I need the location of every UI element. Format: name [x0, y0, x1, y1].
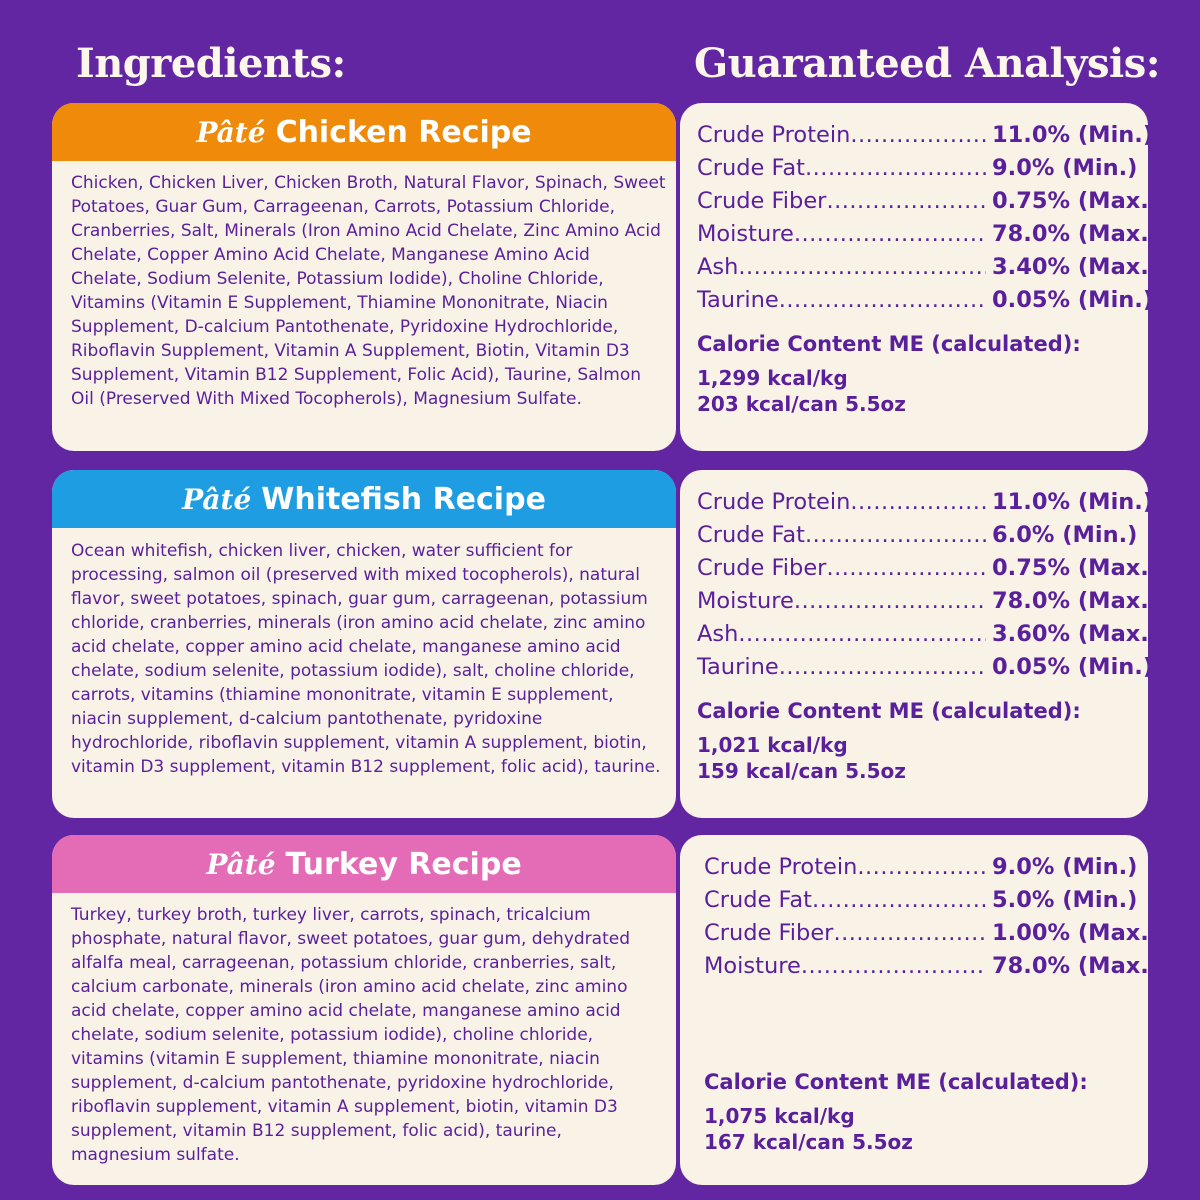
analysis-row: Crude Fiber.............................… — [697, 552, 1148, 585]
leader-dots: ........................................… — [800, 953, 986, 979]
leader-dots: ........................................… — [738, 254, 986, 280]
ingredients-heading: Ingredients: — [76, 40, 346, 87]
analysis-row: Taurine.................................… — [697, 651, 1148, 684]
kcal-per-can: 159 kcal/can 5.5oz — [697, 759, 906, 783]
recipe-title: Chicken Recipe — [275, 114, 532, 150]
leader-dots: ........................................… — [826, 555, 986, 581]
nutrient-name: Crude Protein — [697, 489, 851, 515]
nutrient-name: Crude Fiber — [704, 920, 834, 946]
kcal-per-can: 167 kcal/can 5.5oz — [704, 1130, 913, 1154]
turkey-recipe-banner: Pâté Turkey Recipe — [52, 835, 676, 893]
turkey-analysis-card: Crude Protein...........................… — [680, 835, 1148, 1185]
ingredients-list: Chicken, Chicken Liver, Chicken Broth, N… — [71, 173, 666, 409]
nutrient-value: 0.75% (Max.) — [992, 555, 1148, 581]
nutrient-value: 11.0% (Min.) — [992, 489, 1148, 515]
analysis-row: Crude Fiber.............................… — [704, 917, 1148, 950]
leader-dots: ........................................… — [857, 854, 986, 880]
analysis-row: Moisture................................… — [697, 585, 1148, 618]
calorie-values: 1,021 kcal/kg 159 kcal/can 5.5oz — [697, 732, 1148, 784]
nutrient-value: 11.0% (Min.) — [992, 122, 1148, 148]
analysis-row: Taurine.................................… — [697, 284, 1148, 317]
analysis-block: Crude Protein...........................… — [680, 835, 1148, 1155]
nutrient-value: 3.40% (Max.) — [992, 254, 1148, 280]
whitefish-ingredients-card: Pâté Whitefish Recipe Ocean whitefish, c… — [52, 470, 676, 818]
ingredients-list: Ocean whitefish, chicken liver, chicken,… — [71, 541, 661, 777]
analysis-row: Crude Fat...............................… — [704, 884, 1148, 917]
analysis-row: Crude Protein...........................… — [697, 486, 1148, 519]
nutrient-name: Moisture — [704, 953, 801, 979]
nutrient-value: 5.0% (Min.) — [992, 887, 1138, 913]
nutrient-value: 0.05% (Min.) — [992, 654, 1148, 680]
nutrient-value: 9.0% (Min.) — [992, 854, 1138, 880]
recipe-title: Turkey Recipe — [285, 846, 522, 882]
analysis-row: Crude Fiber.............................… — [697, 185, 1148, 218]
nutrient-name: Taurine — [697, 287, 779, 313]
nutrient-name: Ash — [697, 254, 739, 280]
analysis-row: Crude Fat...............................… — [697, 152, 1148, 185]
nutrient-name: Ash — [697, 621, 739, 647]
ingredients-list: Turkey, turkey broth, turkey liver, carr… — [71, 905, 631, 1165]
leader-dots: ........................................… — [793, 221, 986, 247]
nutrient-value: 78.0% (Max.) — [992, 588, 1148, 614]
leader-dots: ........................................… — [805, 522, 986, 548]
nutrient-name: Moisture — [697, 221, 794, 247]
turkey-ingredients-card: Pâté Turkey Recipe Turkey, turkey broth,… — [52, 835, 676, 1185]
calorie-content-title: Calorie Content ME (calculated): — [697, 332, 1081, 356]
analysis-block: Crude Protein...........................… — [680, 470, 1148, 784]
chicken-analysis-card: Crude Protein...........................… — [680, 103, 1148, 451]
leader-dots: ........................................… — [793, 588, 986, 614]
analysis-row: Moisture................................… — [697, 218, 1148, 251]
chicken-ingredients-card: Pâté Chicken Recipe Chicken, Chicken Liv… — [52, 103, 676, 451]
leader-dots: ........................................… — [738, 621, 986, 647]
leader-dots: ........................................… — [833, 920, 986, 946]
pate-logo-text: Pâté — [196, 115, 266, 149]
nutrient-value: 6.0% (Min.) — [992, 522, 1138, 548]
leader-dots: ........................................… — [778, 287, 986, 313]
nutrient-name: Crude Protein — [697, 122, 851, 148]
chicken-recipe-banner: Pâté Chicken Recipe — [52, 103, 676, 161]
nutrient-value: 78.0% (Max.) — [992, 953, 1148, 979]
leader-dots: ........................................… — [850, 489, 986, 515]
kcal-per-kg: 1,299 kcal/kg — [697, 366, 848, 390]
pate-logo-text: Pâté — [182, 482, 252, 516]
leader-dots: ........................................… — [850, 122, 986, 148]
nutrient-value: 1.00% (Max.) — [992, 920, 1148, 946]
nutrient-value: 9.0% (Min.) — [992, 155, 1138, 181]
nutrient-value: 3.60% (Max.) — [992, 621, 1148, 647]
calorie-values: 1,299 kcal/kg 203 kcal/can 5.5oz — [697, 365, 1148, 417]
analysis-row: Crude Protein...........................… — [697, 119, 1148, 152]
analysis-block: Crude Protein...........................… — [680, 103, 1148, 417]
kcal-per-can: 203 kcal/can 5.5oz — [697, 392, 906, 416]
nutrient-name: Crude Fiber — [697, 555, 827, 581]
analysis-row: Moisture................................… — [704, 950, 1148, 983]
nutrient-name: Moisture — [697, 588, 794, 614]
analysis-row: Ash.....................................… — [697, 618, 1148, 651]
calorie-content-title: Calorie Content ME (calculated): — [704, 1070, 1088, 1094]
analysis-row: Crude Fat...............................… — [697, 519, 1148, 552]
whitefish-recipe-banner: Pâté Whitefish Recipe — [52, 470, 676, 528]
nutrient-name: Crude Fat — [697, 522, 805, 548]
recipe-title: Whitefish Recipe — [261, 481, 546, 517]
leader-dots: ........................................… — [812, 887, 986, 913]
nutrient-value: 0.05% (Min.) — [992, 287, 1148, 313]
analysis-row: Crude Protein...........................… — [704, 851, 1148, 884]
pate-logo-text: Pâté — [206, 847, 276, 881]
nutrient-value: 78.0% (Max.) — [992, 221, 1148, 247]
nutrient-name: Crude Fat — [697, 155, 805, 181]
whitefish-analysis-card: Crude Protein...........................… — [680, 470, 1148, 818]
guaranteed-analysis-heading: Guaranteed Analysis: — [694, 40, 1160, 87]
nutrient-name: Crude Protein — [704, 854, 858, 880]
nutrient-name: Crude Fiber — [697, 188, 827, 214]
calorie-content-title: Calorie Content ME (calculated): — [697, 699, 1081, 723]
nutrient-value: 0.75% (Max.) — [992, 188, 1148, 214]
analysis-row: Ash.....................................… — [697, 251, 1148, 284]
leader-dots: ........................................… — [805, 155, 986, 181]
nutrient-name: Taurine — [697, 654, 779, 680]
kcal-per-kg: 1,021 kcal/kg — [697, 733, 848, 757]
kcal-per-kg: 1,075 kcal/kg — [704, 1104, 855, 1128]
calorie-values: 1,075 kcal/kg 167 kcal/can 5.5oz — [704, 1103, 1148, 1155]
leader-dots: ........................................… — [826, 188, 986, 214]
leader-dots: ........................................… — [778, 654, 986, 680]
nutrient-name: Crude Fat — [704, 887, 812, 913]
